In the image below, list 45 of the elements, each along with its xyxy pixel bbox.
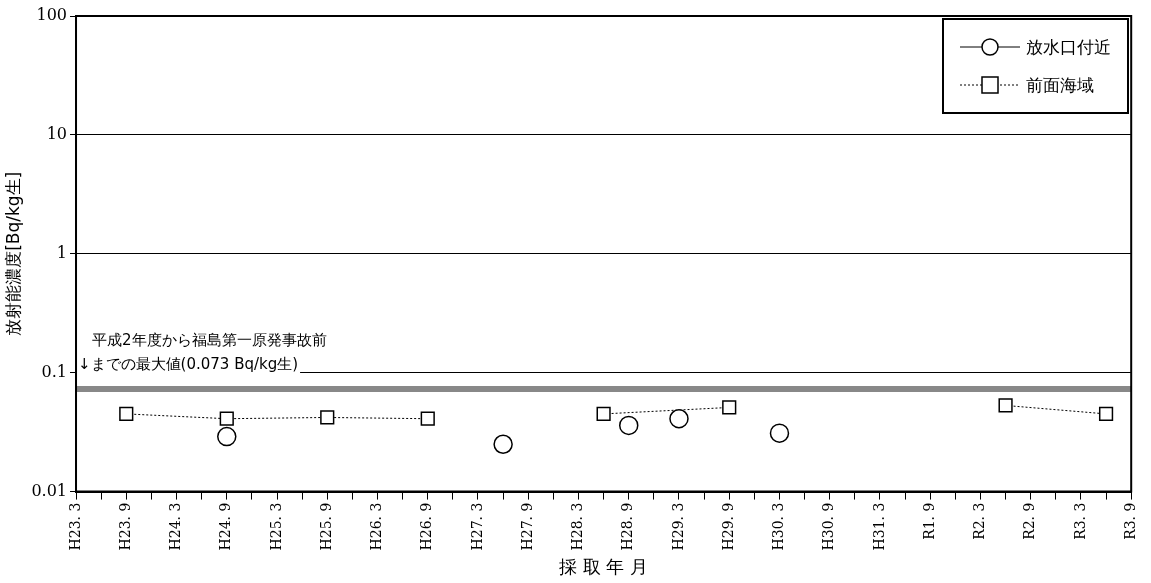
x-tick-label: H25. 3 [267, 502, 284, 551]
x-tick-label: H23. 9 [116, 502, 133, 551]
x-tick-label: H30. 3 [770, 502, 787, 551]
x-tick-label: H24. 9 [217, 502, 234, 551]
point [769, 423, 790, 443]
x-tick-label: H23. 3 [66, 502, 83, 551]
x-tick-label: H27. 9 [518, 502, 535, 551]
x-tick-label: H25. 9 [317, 502, 334, 551]
point [217, 426, 237, 447]
point [669, 408, 689, 429]
x-tick-label: R3. 9 [1121, 502, 1138, 540]
legend-label: 放水口付近 [1026, 35, 1112, 59]
y-tick-label: 10 [46, 124, 68, 144]
point [493, 434, 513, 455]
point [420, 411, 435, 426]
y-tick-label: 0.1 [41, 361, 68, 381]
x-tick-label: R1. 9 [920, 502, 937, 540]
point [219, 411, 234, 426]
x-tick-label: H30. 9 [820, 502, 837, 551]
y-tick-label: 100 [36, 5, 68, 25]
legend-label: 前面海域 [1026, 73, 1095, 97]
point [596, 406, 611, 422]
y-tick-label: 0.01 [31, 480, 68, 500]
point [722, 400, 737, 415]
x-axis-title: 採 取 年 月 [559, 555, 649, 577]
x-tick-label: H26. 9 [418, 502, 435, 551]
x-tick-label: H26. 3 [368, 502, 385, 551]
x-tick-label: H24. 3 [167, 502, 184, 551]
point [618, 415, 639, 436]
ref-line-label: 平成2年度から福島第一原発事故前 ↓までの最大値(0.073 Bq/kg生) [78, 331, 327, 374]
x-tick-label: H31. 3 [870, 502, 887, 551]
y-axis-title: 放射能濃度[Bq/kg生] [2, 171, 23, 336]
x-tick-label: H28. 3 [569, 502, 586, 551]
x-tick-label: H29. 9 [719, 502, 736, 551]
x-tick-label: H27. 3 [468, 502, 485, 551]
point [320, 410, 335, 425]
point [1098, 406, 1114, 422]
x-tick-label: H28. 9 [619, 502, 636, 551]
point [119, 406, 134, 422]
point [998, 398, 1013, 413]
x-tick-label: R2. 3 [971, 502, 988, 540]
y-tick-label: 1 [56, 242, 68, 262]
x-tick-label: R2. 9 [1021, 502, 1038, 540]
x-tick-label: H29. 3 [669, 502, 686, 551]
x-tick-label: R3. 3 [1071, 502, 1088, 540]
